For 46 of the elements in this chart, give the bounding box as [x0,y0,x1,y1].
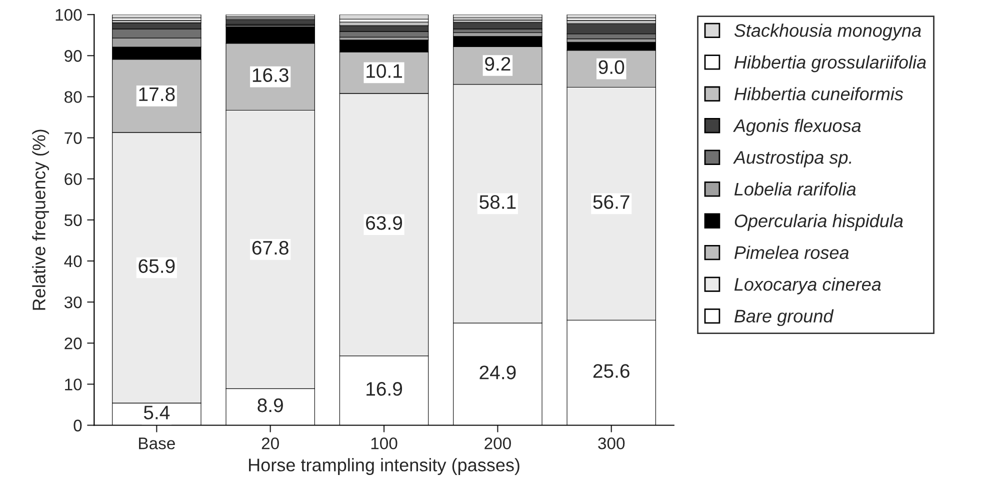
legend-label: Austrostipa sp. [732,150,852,168]
y-tick-label: 80 [64,91,82,103]
data-label: 56.7 [593,195,630,209]
data-label: 8.9 [258,398,283,412]
data-label: 63.9 [366,216,402,230]
y-tick-label: 70 [64,132,82,144]
data-label: 9.2 [485,56,510,71]
data-label: 16.9 [366,382,402,396]
legend-label: Loxocarya cinerea [734,277,881,294]
legend-label: Agonis flexuosa [732,118,861,136]
data-label: 9.0 [598,60,624,74]
y-axis-title: Relative frequency (%) [32,130,49,310]
data-label: 25.6 [593,364,630,378]
legend-label: Stackhousia monogyna [734,24,921,40]
y-tick-label: 100 [56,8,82,21]
data-label: 58.1 [480,195,516,209]
legend-label: Hibbertia grossulariifolia [734,55,926,72]
x-tick-label: 300 [598,437,625,450]
y-tick-label: 30 [64,296,82,308]
legend-label: Lobelia rarifolia [734,182,856,196]
x-axis-title: Horse trampling intensity (passes) [249,458,520,475]
x-tick-label: Base [139,438,175,450]
y-tick-label: 90 [64,50,82,62]
data-label: 67.8 [252,240,288,255]
bar [339,14,429,20]
y-tick-label: 0 [74,420,82,432]
legend-label: Bare ground [734,309,834,326]
y-tick-label: 60 [64,173,82,186]
legend-label: Pimelea rosea [734,246,849,260]
data-label: 5.4 [144,406,170,420]
x-tick-label: 100 [371,437,398,450]
y-tick-label: 10 [65,378,82,390]
x-tick-label: 200 [484,437,511,450]
data-label: 17.8 [139,87,175,102]
legend-label: Hibbertia cuneiformis [734,87,904,100]
bar [226,19,315,25]
y-tick-label: 50 [64,214,82,226]
y-tick-label: 20 [64,338,82,350]
legend-label: Opercularia hispidula [734,214,903,231]
y-tick-label: 40 [64,255,82,268]
bar [453,22,542,30]
x-tick-label: 20 [262,437,279,450]
data-label: 10.1 [366,64,402,78]
data-label: 24.9 [480,366,516,380]
data-label: 16.3 [252,68,288,82]
data-label: 65.9 [138,259,175,273]
